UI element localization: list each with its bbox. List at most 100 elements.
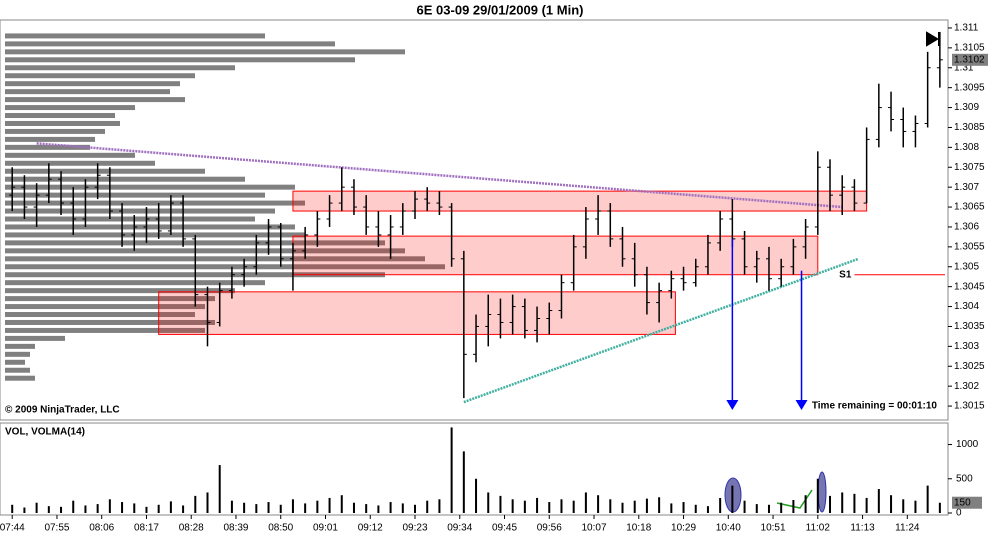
volume-bar <box>597 495 600 513</box>
volume-bar <box>352 502 355 513</box>
volume-bar <box>169 501 172 513</box>
profile-bar <box>5 105 135 111</box>
y-tick-label: 1.3015 <box>954 401 985 412</box>
volume-bar <box>694 504 697 513</box>
volume-bar <box>755 504 758 513</box>
profile-bar <box>5 89 170 95</box>
volume-bar <box>902 499 905 513</box>
volume-bar <box>633 500 636 513</box>
volume-panel <box>0 422 949 516</box>
volume-bar <box>670 503 673 513</box>
volume-bar <box>401 503 404 513</box>
volume-bar <box>11 504 14 513</box>
volume-bar <box>96 504 99 513</box>
trendline <box>36 142 843 209</box>
volume-bar <box>182 505 185 513</box>
y-tick-label: 1.3055 <box>954 242 985 253</box>
profile-bar <box>5 152 135 158</box>
volume-bar <box>621 502 624 513</box>
volume-bar <box>267 502 270 513</box>
volume-bar <box>926 485 929 513</box>
y-tick-label: 1.31 <box>954 62 974 73</box>
volume-bar <box>743 500 746 513</box>
y-tick-label: 1.309 <box>954 102 979 113</box>
profile-bar <box>5 327 205 333</box>
profile-bar <box>5 49 405 55</box>
copyright: © 2009 NinjaTrader, LLC <box>5 405 120 416</box>
volume-bar <box>414 504 417 513</box>
volume-bar <box>499 495 502 513</box>
last-volume-box <box>952 496 982 509</box>
trendline <box>463 257 859 404</box>
volume-bar <box>450 427 453 513</box>
x-tick-label: 10:40 <box>716 523 741 534</box>
volume-bar <box>706 506 709 513</box>
x-tick-label: 09:34 <box>447 523 472 534</box>
volume-bar <box>560 499 563 513</box>
y-tick-label: 1.311 <box>954 23 979 34</box>
profile-bar <box>5 33 265 39</box>
profile-bar <box>5 343 35 349</box>
x-tick-label: 09:01 <box>313 523 338 534</box>
x-tick-label: 10:18 <box>626 523 651 534</box>
volume-bar <box>72 500 75 513</box>
volume-bar <box>194 495 197 513</box>
y-tick-label: 1.3095 <box>954 82 985 93</box>
profile-bar <box>5 136 95 142</box>
profile-bar <box>5 304 205 310</box>
price-panel <box>0 19 949 421</box>
profile-bar <box>5 335 65 341</box>
level-label: S1 <box>839 269 852 280</box>
y-tick-label: 1.307 <box>954 182 979 193</box>
volume-bar <box>255 504 258 513</box>
y-tick-label: 1.308 <box>954 142 979 153</box>
volume-bar <box>340 495 343 513</box>
x-tick-label: 11:02 <box>806 523 831 534</box>
y-tick-label: 1.302 <box>954 381 979 392</box>
profile-bar <box>5 280 265 286</box>
volume-bar <box>719 497 722 513</box>
volume-bar <box>206 492 209 513</box>
profile-bar <box>5 367 30 373</box>
y-tick-label: 1.3025 <box>954 361 985 372</box>
profile-bar <box>5 57 355 63</box>
profile-bar <box>5 351 30 357</box>
profile-bar <box>5 359 25 365</box>
volume-bar <box>865 497 868 513</box>
volume-bar <box>487 492 490 513</box>
volume-bar <box>731 485 734 513</box>
x-tick-label: 10:51 <box>761 523 786 534</box>
arrow-head <box>726 400 739 411</box>
volume-bar <box>780 502 783 513</box>
volume-bar <box>304 503 307 513</box>
profile-bar <box>5 200 305 206</box>
y-tick-label: 1.303 <box>954 341 979 352</box>
volume-bar <box>853 493 856 513</box>
last-price-label: 1.3102 <box>954 54 985 65</box>
volume-bar <box>572 500 575 513</box>
volume-bar <box>682 502 685 513</box>
last-volume-label: 150 <box>954 497 971 508</box>
x-tick-label: 08:17 <box>134 523 159 534</box>
x-tick-label: 11:13 <box>850 523 875 534</box>
volume-bar <box>841 492 844 513</box>
profile-bar <box>5 312 195 318</box>
profile-bar <box>5 264 445 270</box>
volume-bar <box>475 478 478 513</box>
x-tick-label: 09:56 <box>537 523 562 534</box>
x-tick-label: 08:28 <box>179 523 204 534</box>
volume-bar <box>218 465 221 513</box>
arrow-head <box>795 400 808 411</box>
y-tick-label: 1.3085 <box>954 122 985 133</box>
volume-bar <box>23 507 26 513</box>
volume-bar <box>877 489 880 513</box>
volume-bar <box>377 505 380 513</box>
profile-bar <box>5 256 425 262</box>
y-tick-label: 1.305 <box>954 261 979 272</box>
scroll-icon[interactable] <box>926 31 940 47</box>
volume-bar <box>609 499 612 513</box>
volume-bar <box>328 497 331 513</box>
y-tick-label: 1.3065 <box>954 202 985 213</box>
volume-bar <box>35 502 38 513</box>
profile-bar <box>5 144 90 150</box>
